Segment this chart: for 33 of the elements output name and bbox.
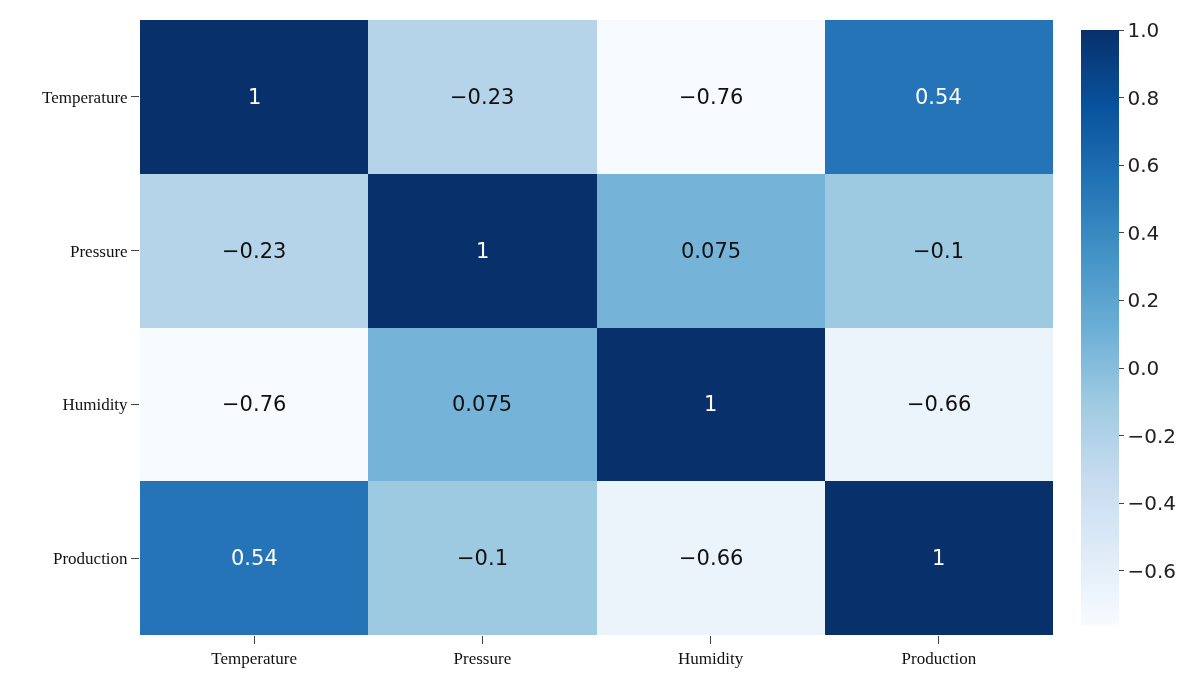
data-label: −0.66 xyxy=(907,392,972,416)
x-tick-label: Pressure xyxy=(453,649,512,669)
x-tick-label: Production xyxy=(901,649,977,669)
data-label: 0.075 xyxy=(452,392,513,416)
color-bar-label: −0.4 xyxy=(1127,491,1177,516)
data-label: −0.76 xyxy=(222,392,287,416)
x-tick-label: Temperature xyxy=(211,649,297,669)
y-tick-label: Pressure xyxy=(69,241,128,261)
data-label: −0.76 xyxy=(679,85,744,109)
data-label: −0.23 xyxy=(450,85,515,109)
data-label: 1 xyxy=(932,546,946,570)
color-bar-label: 1.0 xyxy=(1127,18,1160,42)
color-bar-label: −0.2 xyxy=(1127,423,1177,448)
data-label: −0.23 xyxy=(222,239,287,263)
data-label: −0.66 xyxy=(679,546,744,570)
data-label: 1 xyxy=(476,239,490,263)
y-tick-label: Humidity xyxy=(62,395,129,415)
data-label: 1 xyxy=(704,392,718,416)
x-tick-label: Humidity xyxy=(678,649,744,669)
data-label: 0.54 xyxy=(915,85,962,109)
color-bar-label: 0.8 xyxy=(1127,85,1160,110)
color-bar-label: 0.4 xyxy=(1127,220,1160,245)
data-label: 1 xyxy=(248,85,262,109)
data-label: −0.1 xyxy=(457,546,508,570)
color-bar-label: 0.0 xyxy=(1127,356,1160,381)
data-label: 0.54 xyxy=(231,546,278,570)
y-tick-label: Temperature xyxy=(41,87,128,107)
data-label: −0.1 xyxy=(913,239,964,263)
data-label: 0.075 xyxy=(681,239,742,263)
color-bar-label: −0.6 xyxy=(1127,558,1177,583)
color-bar-label: 0.2 xyxy=(1127,288,1160,313)
y-tick-label: Production xyxy=(52,549,129,569)
color-bar-label: 0.6 xyxy=(1127,153,1160,178)
